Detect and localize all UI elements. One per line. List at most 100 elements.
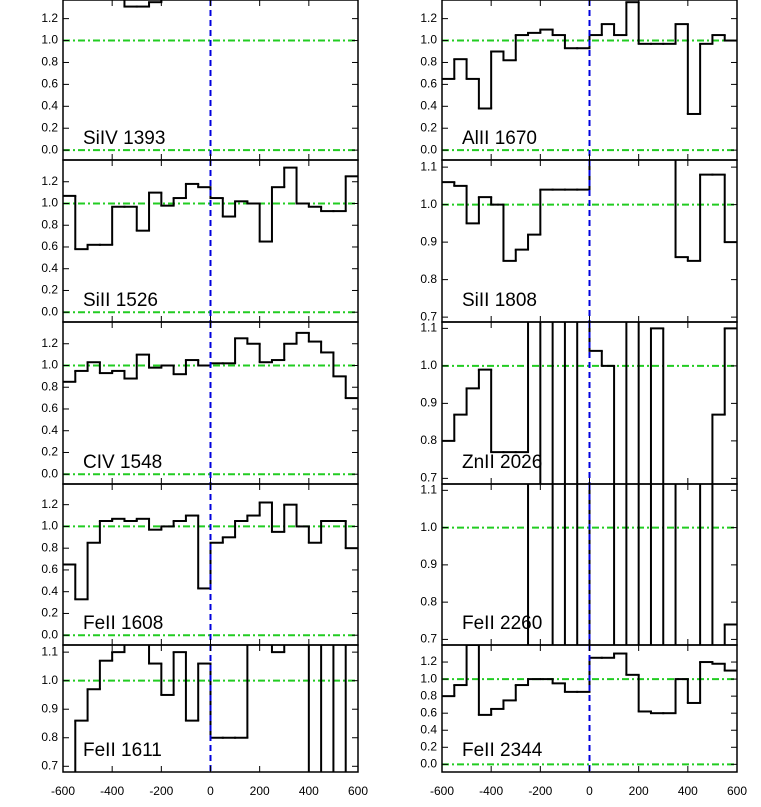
- y-tick-label: 1.1: [41, 644, 58, 658]
- y-tick-label: 1.2: [41, 497, 58, 511]
- panel: 0.0 0.2 0.4 0.6 0.8 1.0 1.2 SiIV 1393: [41, 0, 359, 161]
- panel-label: ZnII 2026: [462, 452, 542, 473]
- y-tick-label: 0.9: [420, 234, 437, 248]
- panel: 0.0 0.2 0.4 0.6 0.8 1.0 1.2 AlII 1670: [420, 0, 738, 161]
- y-tick-label: 0.8: [41, 540, 58, 554]
- y-tick-label: 0.8: [420, 55, 437, 69]
- y-tick-label: 0.4: [41, 98, 58, 112]
- plot-area: [442, 160, 737, 322]
- y-tick-label: 0.8: [420, 433, 437, 447]
- panel: 0.7 0.8 0.9 1.0 1.1 -600 -400 -200 0 200 400 600 FeI…: [41, 644, 368, 798]
- x-tick-label: -600: [51, 784, 75, 798]
- y-tick-label: 0.2: [420, 120, 437, 134]
- x-tick-label: 600: [727, 784, 747, 798]
- y-tick-label: 1.2: [41, 11, 58, 25]
- y-tick-label: 0.0: [41, 466, 58, 480]
- panel: 0.7 0.8 0.9 1.0 1.1 SiII 1808: [420, 159, 738, 323]
- panel-label: CIV 1548: [83, 452, 162, 473]
- x-tick-label: -600: [430, 784, 454, 798]
- y-tick-label: 1.1: [420, 159, 437, 173]
- panel: 0.0 0.2 0.4 0.6 0.8 1.0 1.2 FeII 1608: [41, 483, 359, 646]
- y-tick-label: 0.4: [420, 722, 437, 736]
- plot-area: [63, 160, 358, 322]
- plot-area: [442, 645, 737, 772]
- x-tick-label: 400: [678, 784, 698, 798]
- y-tick-label: 0.8: [41, 55, 58, 69]
- x-tick-label: 200: [629, 784, 649, 798]
- y-tick-label: 0.7: [420, 632, 437, 646]
- panel: 0.0 0.2 0.4 0.6 0.8 1.0 1.2 CIV 1548: [41, 321, 359, 485]
- y-tick-label: 1.0: [420, 671, 437, 685]
- y-tick-label: 0.8: [420, 688, 437, 702]
- y-tick-label: 0.6: [420, 77, 437, 91]
- y-tick-label: 1.0: [41, 33, 58, 47]
- panel-label: AlII 1670: [462, 128, 537, 149]
- y-tick-label: 0.6: [41, 401, 58, 415]
- y-tick-label: 1.0: [41, 358, 58, 372]
- y-tick-label: 1.0: [420, 358, 437, 372]
- y-tick-label: 0.4: [420, 98, 437, 112]
- y-tick-label: 1.2: [41, 174, 58, 188]
- y-tick-label: 1.0: [420, 197, 437, 211]
- x-tick-label: -400: [479, 784, 503, 798]
- x-tick-label: -200: [528, 784, 552, 798]
- plot-area: [63, 0, 358, 160]
- y-tick-label: 1.0: [41, 519, 58, 533]
- y-tick-label: 0.0: [420, 142, 437, 156]
- y-tick-label: 0.8: [41, 730, 58, 744]
- plot-area: [63, 322, 358, 484]
- panel-label: SiIV 1393: [83, 128, 165, 149]
- y-tick-label: 0.2: [41, 120, 58, 134]
- y-tick-label: 0.0: [41, 304, 58, 318]
- panel-label: SiII 1808: [462, 290, 537, 311]
- y-tick-label: 1.2: [420, 11, 437, 25]
- x-tick-label: 400: [299, 784, 319, 798]
- y-tick-label: 0.9: [41, 701, 58, 715]
- y-tick-label: 0.9: [420, 396, 437, 410]
- y-tick-label: 1.2: [41, 336, 58, 350]
- y-tick-label: 0.4: [41, 423, 58, 437]
- y-tick-label: 1.0: [420, 520, 437, 534]
- y-tick-label: 0.8: [41, 379, 58, 393]
- x-tick-label: 600: [348, 784, 368, 798]
- panel-label: FeII 1608: [83, 613, 163, 634]
- y-tick-label: 0.2: [41, 445, 58, 459]
- panel-label: SiII 1526: [83, 290, 158, 311]
- y-tick-label: 0.0: [41, 627, 58, 641]
- panel: 0.0 0.2 0.4 0.6 0.8 1.0 1.2 -600 -400 -200 0 200 400…: [420, 644, 747, 798]
- y-tick-label: 1.1: [420, 321, 437, 335]
- panel-label: FeII 1611: [83, 740, 162, 761]
- x-tick-label: 0: [586, 784, 593, 798]
- plot-area: [442, 0, 737, 160]
- x-tick-label: 200: [250, 784, 270, 798]
- y-tick-label: 0.6: [420, 705, 437, 719]
- panel-label: FeII 2260: [462, 613, 542, 634]
- y-tick-label: 0.2: [420, 739, 437, 753]
- x-tick-label: -400: [100, 784, 124, 798]
- y-tick-label: 0.6: [41, 239, 58, 253]
- y-tick-label: 1.0: [41, 673, 58, 687]
- panel: 0.7 0.8 0.9 1.0 1.1 FeII 2260: [420, 483, 738, 646]
- y-tick-label: 0.2: [41, 606, 58, 620]
- panel-label: FeII 2344: [462, 740, 543, 761]
- plot-area: [63, 484, 358, 645]
- y-tick-label: 0.6: [41, 77, 58, 91]
- y-tick-label: 1.2: [420, 654, 437, 668]
- y-tick-label: 1.0: [41, 196, 58, 210]
- y-tick-label: 0.7: [41, 758, 58, 772]
- panel: 0.0 0.2 0.4 0.6 0.8 1.0 1.2 SiII 1526: [41, 159, 359, 323]
- y-tick-label: 0.6: [41, 562, 58, 576]
- x-tick-label: 0: [207, 784, 214, 798]
- panel: 0.7 0.8 0.9 1.0 1.1 ZnII 2026: [420, 321, 738, 485]
- y-tick-label: 0.9: [420, 557, 437, 571]
- y-tick-label: 1.1: [420, 483, 437, 497]
- y-tick-label: 0.4: [41, 584, 58, 598]
- y-tick-label: 0.8: [420, 594, 437, 608]
- y-tick-label: 0.0: [41, 142, 58, 156]
- y-tick-label: 0.8: [420, 272, 437, 286]
- y-tick-label: 0.7: [420, 309, 437, 323]
- y-tick-label: 0.2: [41, 283, 58, 297]
- y-tick-label: 1.0: [420, 33, 437, 47]
- y-tick-label: 0.8: [41, 217, 58, 231]
- y-tick-label: 0.7: [420, 471, 437, 485]
